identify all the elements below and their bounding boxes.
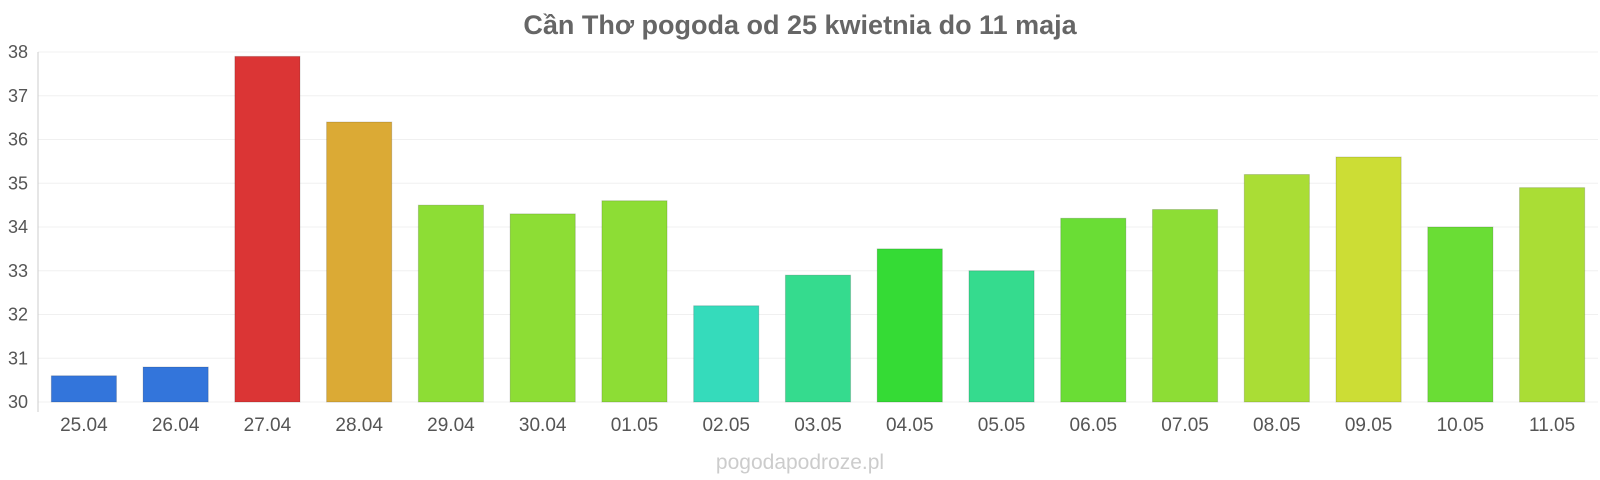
- y-tick-label: 36: [8, 130, 28, 150]
- bar-02.05: [693, 305, 760, 403]
- y-tick-label: 35: [8, 173, 28, 193]
- x-tick-label: 06.05: [1070, 415, 1118, 436]
- bar-09.05: [1335, 156, 1402, 403]
- x-tick-label: 25.04: [60, 415, 108, 436]
- y-tick-label: 37: [8, 86, 28, 106]
- y-axis: 30 31 32 33 34 35 36 37 38: [8, 42, 39, 412]
- bars: [50, 55, 1586, 403]
- x-tick-label: 05.05: [978, 415, 1026, 436]
- x-tick-label: 08.05: [1253, 415, 1301, 436]
- x-tick-label: 09.05: [1345, 415, 1393, 436]
- site-watermark: pogodapodroze.pl: [715, 451, 885, 474]
- x-tick-label: 11.05: [1529, 415, 1575, 436]
- bar-03.05: [784, 274, 852, 403]
- bar-27.04: [234, 55, 301, 403]
- x-tick-label: 30.04: [519, 415, 567, 436]
- bar-05.05: [968, 270, 1035, 403]
- x-tick-label: 07.05: [1161, 415, 1209, 436]
- bar-11.05: [1519, 187, 1586, 403]
- x-tick-label: 27.04: [244, 415, 292, 436]
- x-tick-label: 10.05: [1437, 415, 1485, 436]
- bar-25.04: [50, 375, 117, 403]
- bar-30.04: [509, 213, 576, 403]
- bar-01.05: [601, 200, 668, 403]
- x-tick-label: 28.04: [335, 415, 383, 436]
- x-tick-label: 03.05: [794, 415, 842, 436]
- bar-06.05: [1060, 217, 1127, 403]
- bar-04.05: [876, 248, 943, 403]
- x-tick-label: 01.05: [611, 415, 659, 436]
- y-tick-label: 38: [8, 42, 28, 62]
- bar-10.05: [1427, 226, 1494, 403]
- bar-28.04: [326, 121, 393, 403]
- y-tick-label: 33: [8, 261, 28, 281]
- bar-08.05: [1243, 174, 1310, 403]
- chart-title: Cần Thơ pogoda od 25 kwietnia do 11 maja: [523, 10, 1077, 40]
- x-tick-label: 26.04: [152, 415, 200, 436]
- y-tick-label: 32: [8, 305, 28, 325]
- x-tick-label: 04.05: [886, 415, 934, 436]
- x-axis: 25.04 26.04 27.04 28.04 29.04 30.04 01.05 02.05…: [60, 415, 1575, 436]
- y-tick-label: 30: [8, 392, 28, 412]
- y-tick-label: 31: [8, 348, 28, 368]
- bar-07.05: [1151, 209, 1219, 403]
- y-tick-label: 34: [8, 217, 28, 237]
- x-tick-label: 29.04: [427, 415, 475, 436]
- bar-29.04: [417, 204, 485, 403]
- bar-26.04: [142, 366, 209, 403]
- x-tick-label: 02.05: [702, 415, 750, 436]
